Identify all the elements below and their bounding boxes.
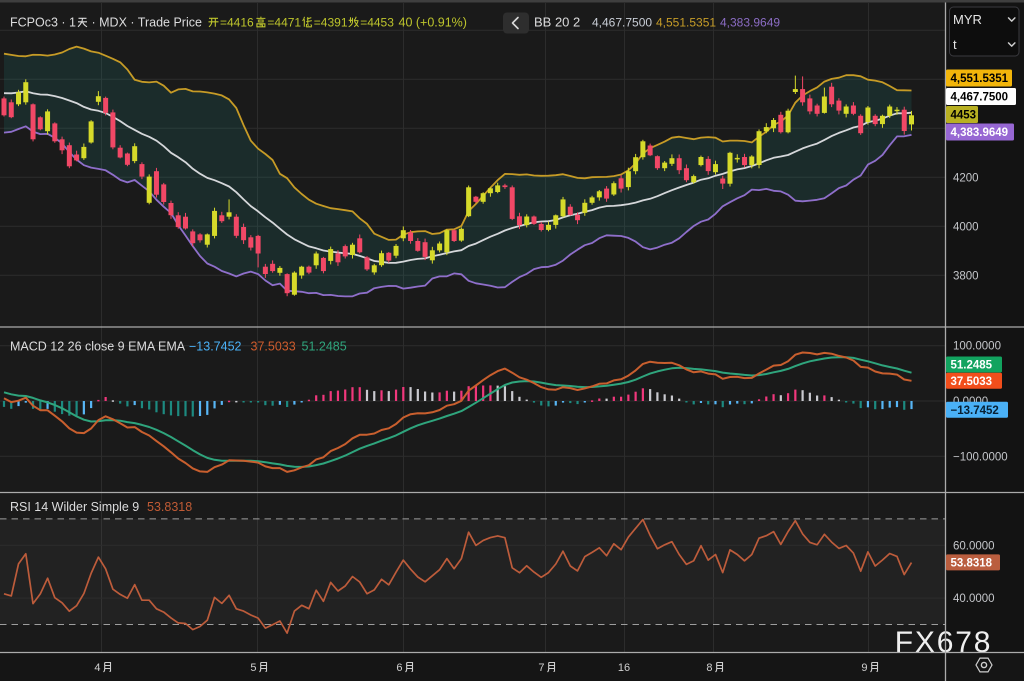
svg-text:8: 8: [706, 662, 712, 674]
svg-text:RSI 14 Wilder Simple 9: RSI 14 Wilder Simple 9: [10, 500, 139, 514]
svg-text:51.2485: 51.2485: [302, 340, 347, 354]
svg-text:7: 7: [538, 662, 544, 674]
svg-text:4,467.7500: 4,467.7500: [592, 16, 652, 30]
svg-text:MACD 12 26 close 9 EMA EMA: MACD 12 26 close 9 EMA EMA: [10, 340, 186, 354]
svg-text:· MDX · Trade Price: · MDX · Trade Price: [92, 16, 202, 30]
svg-text:4: 4: [94, 662, 100, 674]
svg-text:=4416: =4416: [220, 16, 254, 30]
svg-text:FCPOc3 · 1: FCPOc3 · 1: [10, 16, 76, 30]
svg-text:40 (+0.91%): 40 (+0.91%): [399, 16, 467, 30]
svg-text:=4391: =4391: [314, 16, 348, 30]
svg-text:4,467.7500: 4,467.7500: [951, 92, 1009, 104]
svg-text:4000: 4000: [953, 221, 979, 233]
svg-text:−13.7452: −13.7452: [951, 405, 999, 417]
svg-text:9: 9: [861, 662, 867, 674]
svg-text:40.0000: 40.0000: [953, 593, 995, 605]
svg-text:=4453: =4453: [360, 16, 394, 30]
svg-text:4,551.5351: 4,551.5351: [951, 73, 1009, 85]
svg-text:FX678: FX678: [895, 626, 992, 659]
svg-text:=4471: =4471: [267, 16, 301, 30]
svg-text:4,551.5351: 4,551.5351: [656, 16, 716, 30]
svg-text:51.2485: 51.2485: [951, 360, 993, 372]
svg-text:4,383.9649: 4,383.9649: [720, 16, 780, 30]
svg-text:4,383.9649: 4,383.9649: [951, 127, 1009, 139]
svg-text:BB 20 2: BB 20 2: [534, 15, 580, 30]
svg-text:4453: 4453: [951, 110, 977, 122]
svg-text:−13.7452: −13.7452: [189, 340, 242, 354]
svg-text:37.5033: 37.5033: [951, 376, 993, 388]
svg-text:6: 6: [396, 662, 402, 674]
svg-text:4200: 4200: [953, 172, 979, 184]
svg-text:53.8318: 53.8318: [951, 557, 993, 569]
svg-text:16: 16: [618, 662, 630, 674]
svg-text:37.5033: 37.5033: [251, 340, 296, 354]
svg-text:53.8318: 53.8318: [147, 500, 192, 514]
svg-text:100.0000: 100.0000: [953, 341, 1001, 353]
svg-text:MYR: MYR: [953, 12, 982, 27]
svg-text:5: 5: [250, 662, 256, 674]
svg-text:60.0000: 60.0000: [953, 540, 995, 552]
svg-text:−100.0000: −100.0000: [953, 451, 1008, 463]
svg-text:3800: 3800: [953, 270, 979, 282]
svg-text:t: t: [953, 37, 957, 52]
